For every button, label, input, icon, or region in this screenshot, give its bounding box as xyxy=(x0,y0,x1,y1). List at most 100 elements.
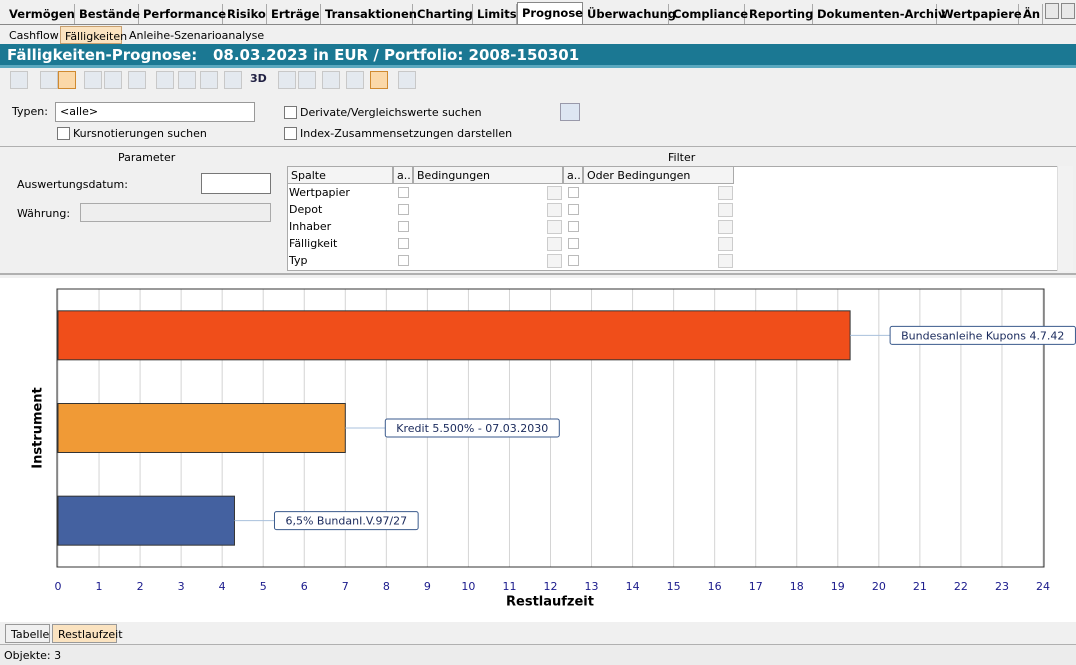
column-header[interactable]: Bedingungen xyxy=(413,166,563,184)
toolbar-button[interactable] xyxy=(278,71,296,89)
dropdown-button[interactable] xyxy=(547,254,562,268)
dropdown-button[interactable] xyxy=(718,186,733,200)
column-header[interactable]: a.. xyxy=(393,166,413,184)
date-input[interactable] xyxy=(201,173,271,194)
tab[interactable]: Überwachung xyxy=(583,4,669,24)
callout-label: 6,5% BundanI.V.97/27 xyxy=(285,515,407,528)
dropdown-button[interactable] xyxy=(718,237,733,251)
scrollbar[interactable] xyxy=(1057,166,1073,271)
x-tick-label: 3 xyxy=(178,580,185,593)
tab[interactable]: Performance xyxy=(139,4,223,24)
toolbar-button[interactable] xyxy=(298,71,316,89)
label: Typen: xyxy=(12,105,48,118)
label: Auswertungsdatum: xyxy=(17,178,128,191)
x-tick-label: 7 xyxy=(342,580,349,593)
bottom-tab[interactable]: Tabelle xyxy=(5,624,50,643)
scroll-right[interactable] xyxy=(1061,3,1075,19)
x-tick-label: 16 xyxy=(708,580,722,593)
refresh-button[interactable] xyxy=(560,103,580,121)
dropdown-button[interactable] xyxy=(547,203,562,217)
x-tick-label: 4 xyxy=(219,580,226,593)
subtab[interactable]: Cashflow xyxy=(5,26,59,44)
filter-row-label: Fälligkeit xyxy=(289,237,337,250)
separator xyxy=(0,273,1076,275)
toolbar-button[interactable] xyxy=(346,71,364,89)
toolbar-button[interactable] xyxy=(10,71,28,89)
toolbar-button[interactable] xyxy=(224,71,242,89)
bar xyxy=(58,404,345,453)
toolbar-3d[interactable]: 3D xyxy=(250,72,270,88)
x-tick-label: 22 xyxy=(954,580,968,593)
status-bar xyxy=(0,644,1076,665)
x-tick-label: 0 xyxy=(55,580,62,593)
status-text: Objekte: 3 xyxy=(4,649,61,662)
toolbar-button[interactable] xyxy=(156,71,174,89)
tab[interactable]: Erträge xyxy=(267,4,321,24)
x-tick-label: 9 xyxy=(424,580,431,593)
checkbox[interactable] xyxy=(398,204,409,215)
tab[interactable]: Compliance xyxy=(669,4,745,24)
tab[interactable]: Charting xyxy=(413,4,473,24)
toolbar-button[interactable] xyxy=(84,71,102,89)
tab[interactable]: Bestände xyxy=(75,4,139,24)
x-tick-label: 5 xyxy=(260,580,267,593)
scroll-left[interactable] xyxy=(1045,3,1059,19)
toolbar-button[interactable] xyxy=(322,71,340,89)
checkbox[interactable] xyxy=(57,127,70,140)
x-tick-label: 12 xyxy=(544,580,558,593)
x-tick-label: 15 xyxy=(667,580,681,593)
types-select[interactable]: <alle> xyxy=(55,102,255,122)
toolbar-button[interactable] xyxy=(178,71,196,89)
checkbox[interactable] xyxy=(398,221,409,232)
checkbox[interactable] xyxy=(284,106,297,119)
dropdown-button[interactable] xyxy=(718,254,733,268)
currency-select[interactable] xyxy=(80,203,271,222)
dropdown-button[interactable] xyxy=(547,186,562,200)
checkbox[interactable] xyxy=(284,127,297,140)
checkbox-label: Derivate/Vergleichswerte suchen xyxy=(300,106,482,119)
dropdown-button[interactable] xyxy=(547,237,562,251)
column-header[interactable]: Oder Bedingungen xyxy=(583,166,734,184)
column-header[interactable]: Spalte xyxy=(287,166,393,184)
x-tick-label: 14 xyxy=(626,580,640,593)
tab[interactable]: Än xyxy=(1019,4,1043,24)
x-tick-label: 17 xyxy=(749,580,763,593)
x-tick-label: 8 xyxy=(383,580,390,593)
tab[interactable]: Limits xyxy=(473,4,517,24)
checkbox[interactable] xyxy=(568,221,579,232)
column-header[interactable]: a.. xyxy=(563,166,583,184)
dropdown-button[interactable] xyxy=(718,203,733,217)
subtab-active[interactable]: Fälligkeiten xyxy=(60,26,122,44)
checkbox[interactable] xyxy=(398,255,409,266)
checkbox[interactable] xyxy=(398,187,409,198)
toolbar-button[interactable] xyxy=(40,71,58,89)
x-axis-title: Restlaufzeit xyxy=(506,595,594,610)
toolbar-button[interactable] xyxy=(370,71,388,89)
checkbox[interactable] xyxy=(568,204,579,215)
tab[interactable]: Dokumenten-Archiv xyxy=(813,4,937,24)
toolbar-button[interactable] xyxy=(200,71,218,89)
dropdown-button[interactable] xyxy=(718,220,733,234)
x-tick-label: 18 xyxy=(790,580,804,593)
tab[interactable]: Wertpapiere xyxy=(937,4,1019,24)
separator xyxy=(0,146,1076,147)
checkbox[interactable] xyxy=(568,187,579,198)
bottom-tab-active[interactable]: Restlaufzeit xyxy=(52,624,117,643)
label: Währung: xyxy=(17,207,70,220)
checkbox-label: Index-Zusammensetzungen darstellen xyxy=(300,127,512,140)
toolbar-button[interactable] xyxy=(128,71,146,89)
toolbar-button[interactable] xyxy=(398,71,416,89)
tab[interactable]: Reporting xyxy=(745,4,813,24)
toolbar-button[interactable] xyxy=(58,71,76,89)
checkbox[interactable] xyxy=(398,238,409,249)
tab[interactable]: Vermögen xyxy=(5,4,75,24)
tab[interactable]: Transaktionen xyxy=(321,4,413,24)
tab-active[interactable]: Prognose xyxy=(517,2,583,24)
toolbar-button[interactable] xyxy=(104,71,122,89)
dropdown-button[interactable] xyxy=(547,220,562,234)
tab[interactable]: Risiko xyxy=(223,4,267,24)
subtab[interactable]: Anleihe-Szenarioanalyse xyxy=(125,26,251,44)
x-tick-label: 24 xyxy=(1036,580,1050,593)
checkbox[interactable] xyxy=(568,255,579,266)
checkbox[interactable] xyxy=(568,238,579,249)
